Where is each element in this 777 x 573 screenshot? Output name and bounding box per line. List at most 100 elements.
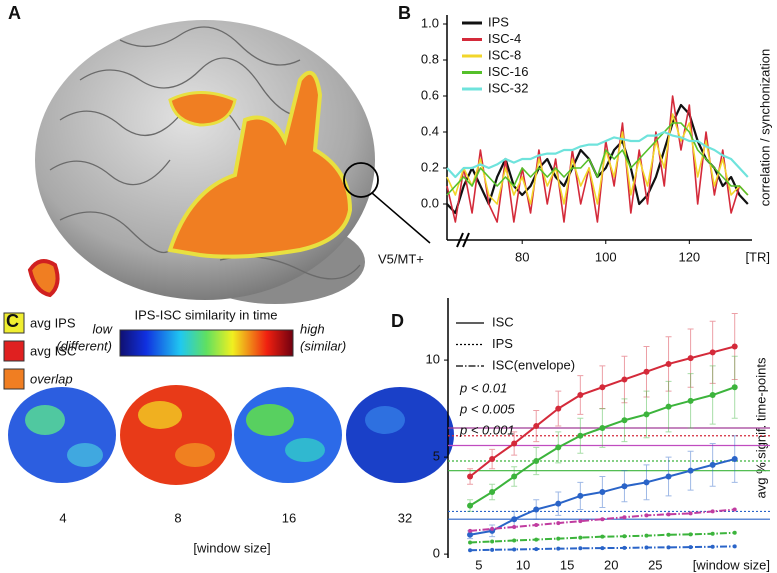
data-point: [467, 473, 474, 480]
legend-label: p < 0.005: [459, 401, 515, 416]
data-point: [511, 516, 518, 523]
legend-label: ISC-4: [488, 31, 521, 46]
data-point: [534, 523, 539, 528]
data-point: [555, 500, 562, 507]
series-line: [446, 130, 749, 179]
data-point: [490, 539, 495, 544]
data-point: [666, 545, 671, 550]
data-point: [468, 548, 473, 553]
data-point: [556, 536, 561, 541]
data-point: [710, 531, 715, 536]
data-point: [710, 509, 715, 514]
brain-map: [234, 387, 342, 483]
data-point: [709, 392, 716, 399]
y-tick-label: 0.8: [421, 51, 439, 66]
data-point: [511, 473, 518, 480]
data-point: [490, 526, 495, 531]
window-size: 16: [282, 510, 296, 525]
isc-region: [27, 259, 60, 298]
data-point: [468, 540, 473, 545]
data-point: [644, 513, 649, 518]
y-tick-label: 0.0: [421, 195, 439, 210]
x-tick-label: 100: [595, 249, 617, 264]
y-tick-label: 1.0: [421, 15, 439, 30]
data-point: [600, 546, 605, 551]
axis-break: [456, 232, 470, 248]
data-point: [578, 519, 583, 524]
panel-label: A: [8, 3, 21, 23]
data-point: [467, 531, 474, 538]
legend-swatch: [3, 368, 25, 390]
data-point: [665, 473, 672, 480]
legend-label: avg IPS: [30, 315, 76, 330]
x-tick-label: 120: [678, 249, 700, 264]
data-point: [621, 483, 628, 490]
data-point: [665, 403, 672, 410]
data-point: [577, 492, 584, 499]
legend-label: ISC(envelope): [492, 357, 575, 372]
legend-label: IPS: [488, 14, 509, 29]
data-point: [533, 506, 540, 513]
data-point: [687, 467, 694, 474]
data-point: [643, 479, 650, 486]
legend-swatch: [3, 312, 25, 334]
data-point: [512, 538, 517, 543]
legend-label: overlap: [30, 371, 73, 386]
data-point: [732, 507, 737, 512]
data-point: [710, 544, 715, 549]
window-size: 32: [398, 510, 412, 525]
panel-a: A V5/MT+ avg IPS avg ISC overlap: [3, 3, 431, 390]
legend-label: p < 0.001: [459, 422, 515, 437]
pointer-line: [371, 192, 431, 244]
data-point: [556, 521, 561, 526]
data-point: [600, 517, 605, 522]
data-point: [512, 547, 517, 552]
data-point: [731, 384, 738, 391]
data-point: [599, 384, 606, 391]
series-line: [446, 113, 749, 205]
legend-label: ISC-32: [488, 80, 528, 95]
data-point: [467, 502, 474, 509]
data-point: [643, 368, 650, 375]
x-tick-label: 25: [648, 557, 662, 572]
legend-label: ISC: [492, 314, 514, 329]
low-label: low: [92, 321, 113, 336]
data-point: [709, 461, 716, 468]
overlap-region: [168, 91, 237, 127]
data-point: [512, 524, 517, 529]
x-label: [window size]: [193, 540, 270, 555]
x-tick-label: 20: [604, 557, 618, 572]
high-label: high: [300, 321, 325, 336]
data-point: [732, 530, 737, 535]
data-point: [622, 515, 627, 520]
y-tick-label: 0.4: [421, 123, 439, 138]
data-point: [468, 528, 473, 533]
data-point: [688, 545, 693, 550]
overlap-region: [167, 70, 353, 259]
y-tick-label: 0.6: [421, 87, 439, 102]
legend-label: ISC-8: [488, 47, 521, 62]
data-point: [555, 444, 562, 451]
x-tick-label: 5: [475, 557, 482, 572]
series-line: [446, 95, 749, 223]
panel-label: D: [391, 311, 404, 331]
data-point: [578, 546, 583, 551]
x-unit: [window size]: [693, 557, 770, 572]
window-size: 4: [59, 510, 66, 525]
x-tick-label: 80: [515, 249, 529, 264]
data-point: [687, 355, 694, 362]
data-point: [687, 397, 694, 404]
y-axis-label: correlation / synchonization: [757, 49, 772, 207]
data-point: [556, 546, 561, 551]
data-point: [533, 423, 540, 430]
colorbar-title: IPS-ISC similarity in time: [134, 307, 277, 322]
x-unit: [TR]: [745, 249, 770, 264]
data-point: [732, 544, 737, 549]
data-point: [578, 535, 583, 540]
legend-label: avg ISC: [30, 343, 76, 358]
data-point: [489, 456, 496, 463]
data-point: [577, 392, 584, 399]
brain-map: [120, 385, 232, 485]
data-point: [555, 405, 562, 412]
